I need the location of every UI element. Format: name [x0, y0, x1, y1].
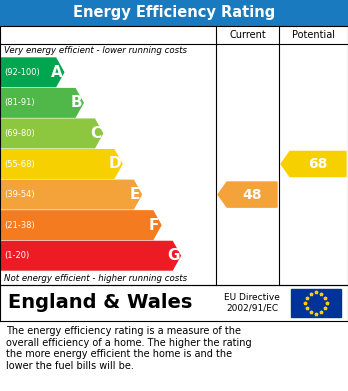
- Polygon shape: [0, 180, 142, 209]
- Text: Current: Current: [229, 30, 266, 40]
- Text: A: A: [51, 65, 63, 80]
- Text: 48: 48: [242, 188, 262, 202]
- Text: Very energy efficient - lower running costs: Very energy efficient - lower running co…: [4, 46, 187, 55]
- Text: Potential: Potential: [292, 30, 335, 40]
- Text: (81-91): (81-91): [4, 99, 34, 108]
- Text: G: G: [167, 248, 180, 263]
- Polygon shape: [0, 89, 83, 117]
- Text: (92-100): (92-100): [4, 68, 40, 77]
- Bar: [0, 321, 348, 391]
- Text: D: D: [109, 156, 121, 172]
- Text: B: B: [70, 95, 82, 110]
- Text: Not energy efficient - higher running costs: Not energy efficient - higher running co…: [4, 274, 187, 283]
- Bar: [291, 289, 341, 317]
- Text: (69-80): (69-80): [4, 129, 35, 138]
- Polygon shape: [0, 58, 64, 86]
- Text: EU Directive
2002/91/EC: EU Directive 2002/91/EC: [224, 293, 280, 313]
- Text: (21-38): (21-38): [4, 221, 35, 230]
- Text: Energy Efficiency Rating: Energy Efficiency Rating: [73, 5, 275, 20]
- Text: (1-20): (1-20): [4, 251, 29, 260]
- Bar: [0, 26, 348, 285]
- Polygon shape: [281, 151, 346, 177]
- Polygon shape: [0, 150, 122, 178]
- Bar: [0, 0, 348, 26]
- Polygon shape: [0, 119, 103, 148]
- Text: F: F: [149, 218, 159, 233]
- Text: (39-54): (39-54): [4, 190, 34, 199]
- Polygon shape: [218, 182, 277, 207]
- Text: E: E: [129, 187, 140, 202]
- Text: C: C: [90, 126, 101, 141]
- Polygon shape: [0, 241, 180, 270]
- Text: The energy efficiency rating is a measure of the
overall efficiency of a home. T: The energy efficiency rating is a measur…: [6, 326, 252, 371]
- Text: 68: 68: [308, 157, 328, 171]
- Polygon shape: [0, 211, 161, 239]
- Text: England & Wales: England & Wales: [8, 294, 192, 312]
- Bar: [0, 285, 348, 321]
- Text: (55-68): (55-68): [4, 160, 35, 169]
